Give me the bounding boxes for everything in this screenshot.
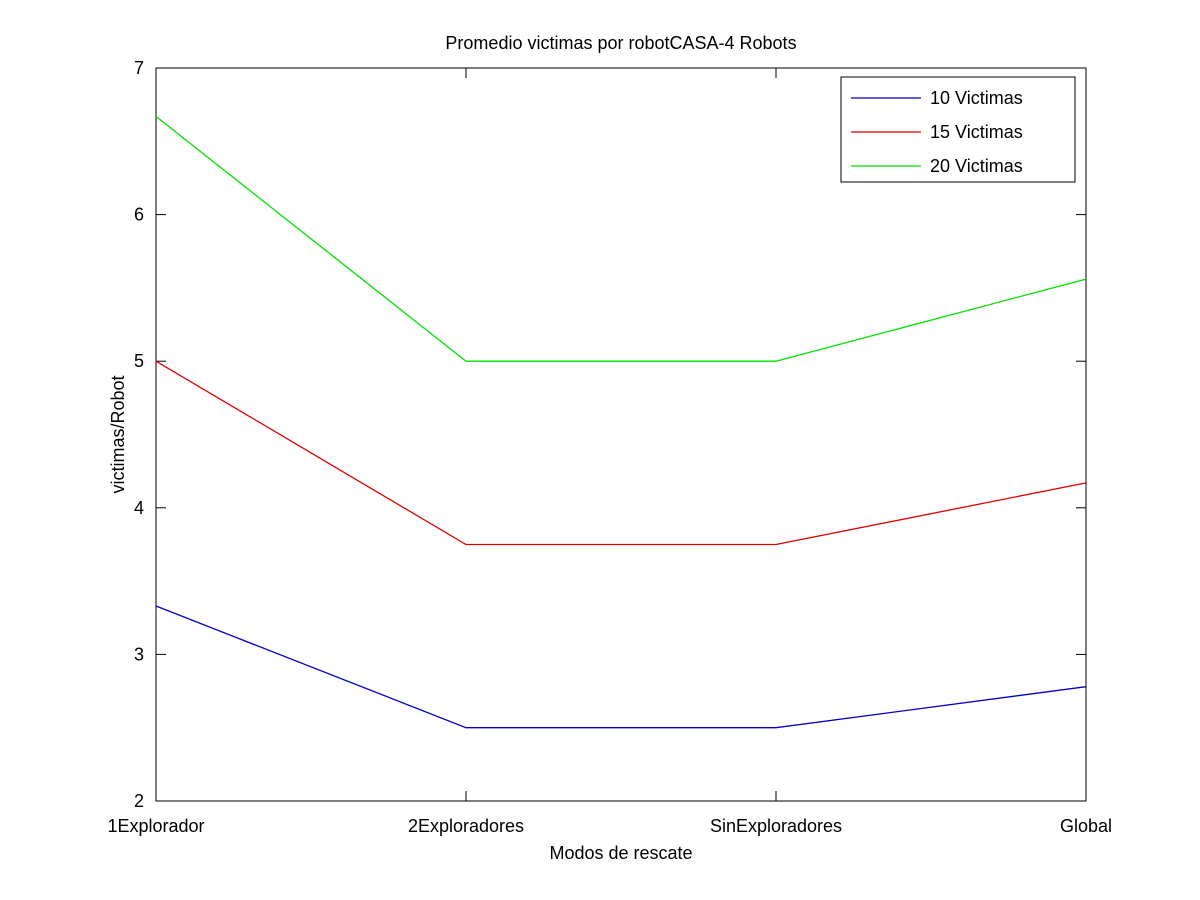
legend-label-3: 20 Victimas: [930, 156, 1023, 176]
chart-title: Promedio victimas por robotCASA-4 Robots: [445, 33, 796, 53]
y-axis-label: victimas/Robot: [108, 375, 128, 493]
y-tick-label: 7: [134, 58, 144, 78]
series-line-3: [155, 115, 1087, 362]
series-line-1: [155, 605, 1087, 729]
legend-label-1: 10 Victimas: [930, 88, 1023, 108]
legend: 10 Victimas 15 Victimas 20 Victimas: [840, 76, 1076, 183]
legend-label-2: 15 Victimas: [930, 122, 1023, 142]
y-tick-label: 5: [134, 351, 144, 371]
y-axis: 2 3 4 5 6 7: [134, 58, 1086, 811]
plot-area: 2 3 4 5 6 7 1Explorador 2Exploradores SinExplor…: [107, 58, 1112, 836]
series-lines: [155, 115, 1087, 729]
axes-box: [155, 67, 1087, 802]
y-tick-label: 2: [134, 791, 144, 811]
x-tick-label: Global: [1060, 816, 1112, 836]
x-axis: 1Explorador 2Exploradores SinExploradores G…: [107, 68, 1112, 836]
series-line-2: [155, 360, 1087, 546]
x-tick-label: SinExploradores: [710, 816, 842, 836]
y-tick-label: 3: [134, 644, 144, 664]
legend-items: 10 Victimas 15 Victimas 20 Victimas: [851, 88, 1023, 176]
x-axis-label: Modos de rescate: [549, 843, 692, 863]
x-tick-label: 2Exploradores: [408, 816, 524, 836]
y-tick-label: 6: [134, 205, 144, 225]
legend-box: [840, 76, 1076, 183]
y-tick-label: 4: [134, 498, 144, 518]
x-tick-label: 1Explorador: [107, 816, 204, 836]
